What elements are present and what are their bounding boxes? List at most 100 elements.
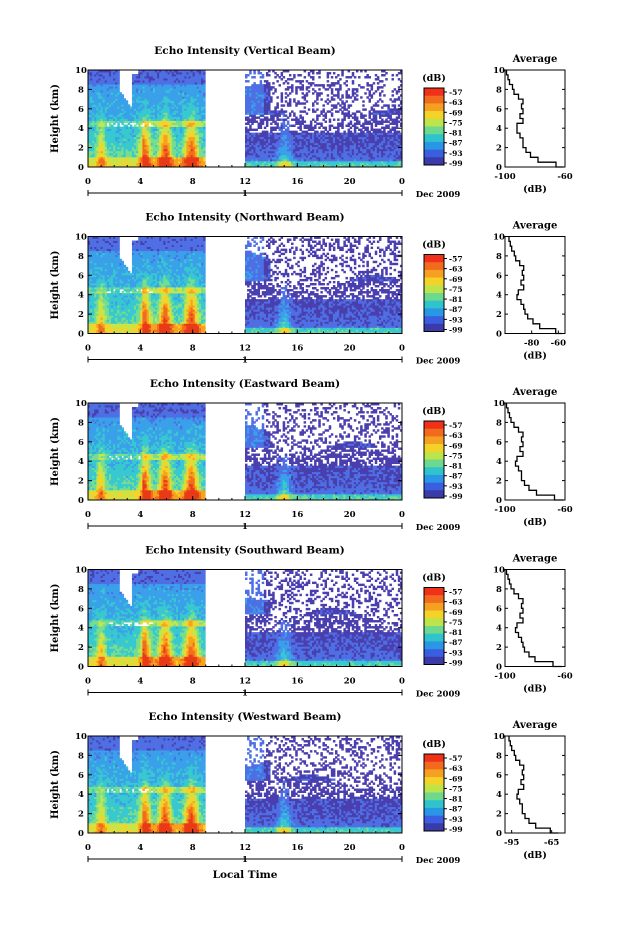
heatmap-cell	[146, 162, 150, 166]
heatmap-cell	[117, 140, 120, 144]
heatmap-cell	[150, 100, 154, 103]
heatmap-cell	[129, 146, 133, 150]
heatmap-cell	[102, 156, 106, 160]
heatmap-cell	[263, 126, 267, 129]
heatmap-cell	[138, 82, 141, 85]
heatmap-cell	[180, 150, 183, 154]
heatmap-cell	[142, 114, 145, 117]
heatmap-cell	[119, 94, 122, 97]
heatmap-cell	[249, 72, 252, 75]
heatmap-cell	[131, 130, 135, 134]
heatmap-cell	[178, 118, 181, 121]
heatmap-cell	[265, 144, 269, 148]
heatmap-cell	[175, 86, 179, 89]
heatmap-cell	[102, 70, 106, 73]
heatmap-cell	[136, 162, 139, 166]
heatmap-cell	[88, 116, 91, 119]
heatmap-cell	[92, 142, 95, 146]
heatmap-cell	[90, 122, 93, 125]
heatmap-cell	[167, 88, 171, 91]
heatmap-cell	[125, 146, 129, 150]
heatmap-cell	[117, 84, 120, 87]
heatmap-cell	[127, 162, 131, 166]
heatmap-cell	[278, 114, 281, 117]
heatmap-cell	[268, 110, 271, 113]
heatmap-cell	[165, 126, 168, 129]
heatmap-cell	[194, 156, 198, 160]
heatmap-cell	[261, 110, 265, 113]
heatmap-cell	[92, 72, 95, 75]
heatmap-cell	[307, 142, 311, 146]
heatmap-cell	[113, 96, 116, 99]
heatmap-cell	[123, 130, 127, 134]
heatmap-cell	[245, 74, 248, 77]
heatmap-cell	[94, 158, 97, 162]
heatmap-cell	[314, 134, 317, 138]
heatmap-cell	[253, 128, 256, 132]
heatmap-cell	[332, 98, 336, 101]
heatmap-cell	[180, 106, 183, 109]
heatmap-cell	[169, 98, 173, 101]
heatmap-cell	[121, 146, 124, 150]
heatmap-cell	[192, 78, 196, 81]
heatmap-cell	[98, 162, 101, 166]
heatmap-cell	[276, 116, 279, 119]
heatmap-cell	[303, 158, 307, 162]
heatmap-cell	[182, 146, 185, 150]
heatmap-cell	[92, 106, 95, 109]
heatmap-cell	[98, 138, 101, 142]
heatmap-cell	[201, 140, 204, 144]
heatmap-cell	[314, 124, 317, 127]
heatmap-cell	[286, 144, 290, 148]
heatmap-cell	[265, 96, 269, 99]
heatmap-cell	[123, 160, 127, 164]
heatmap-cell	[305, 140, 309, 144]
heatmap-cell	[201, 76, 204, 79]
heatmap-cell	[150, 76, 154, 79]
heatmap-cell	[102, 88, 106, 91]
heatmap-cell	[136, 76, 139, 79]
heatmap-cell	[293, 158, 296, 162]
heatmap-cell	[272, 132, 275, 136]
heatmap-cell	[311, 136, 315, 140]
heatmap-cell	[121, 136, 124, 140]
heatmap-cell	[272, 126, 275, 129]
heatmap-cell	[108, 108, 112, 111]
heatmap-cell	[282, 104, 286, 107]
heatmap-cell	[88, 152, 91, 156]
heatmap-cell	[159, 126, 162, 129]
heatmap-cell	[291, 86, 294, 89]
heatmap-cell	[102, 100, 106, 103]
heatmap-cell	[163, 138, 166, 142]
heatmap-cell	[286, 162, 290, 166]
heatmap-cell	[138, 78, 141, 81]
heatmap-cell	[88, 130, 91, 134]
heatmap-cell	[291, 110, 294, 113]
heatmap-cell	[115, 134, 118, 138]
heatmap-cell	[138, 70, 141, 73]
heatmap-cell	[161, 110, 164, 113]
heatmap-cell	[173, 114, 177, 117]
heatmap-cell	[159, 94, 162, 97]
heatmap-cell	[138, 164, 141, 168]
heatmap-cell	[148, 104, 152, 107]
heatmap-cell	[113, 76, 116, 79]
heatmap-cell	[194, 94, 198, 97]
heatmap-cell	[94, 120, 97, 123]
heatmap-cell	[146, 108, 150, 111]
heatmap-cell	[182, 96, 185, 99]
heatmap-cell	[113, 150, 116, 154]
heatmap-cell	[178, 162, 181, 166]
heatmap-cell	[245, 148, 248, 152]
heatmap-cell	[253, 114, 256, 117]
heatmap-cell	[150, 162, 154, 166]
heatmap-cell	[165, 74, 168, 77]
heatmap-cell	[284, 162, 288, 166]
heatmap-cell	[154, 82, 158, 85]
heatmap-cell	[276, 152, 279, 156]
heatmap-cell	[175, 152, 179, 156]
heatmap-cell	[201, 92, 204, 95]
heatmap-cell	[148, 88, 152, 91]
heatmap-cell	[104, 144, 108, 148]
heatmap-cell	[163, 74, 166, 77]
